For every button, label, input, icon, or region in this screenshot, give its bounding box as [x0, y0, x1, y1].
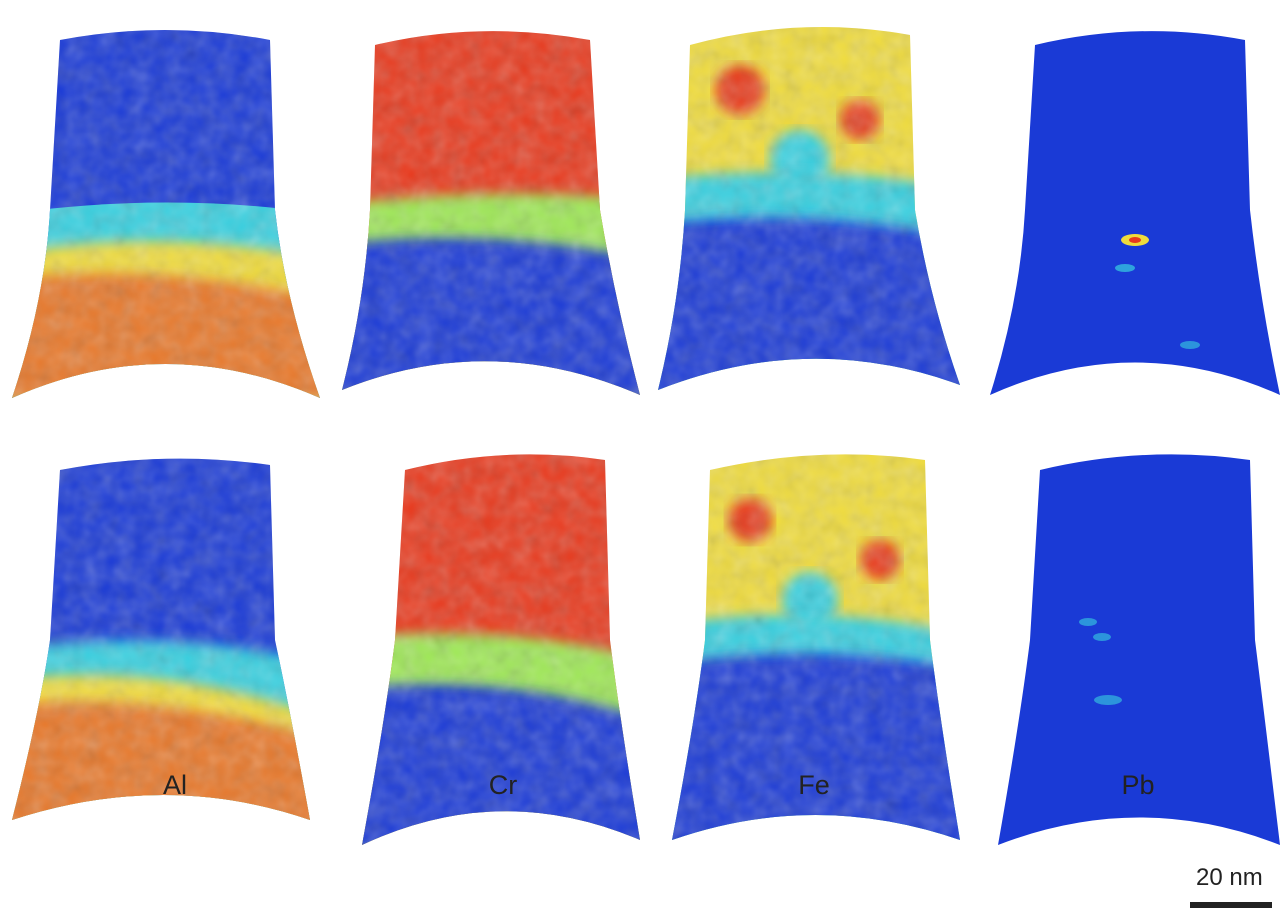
- map-cr-row1: [342, 31, 640, 395]
- map-pb-row1: [990, 31, 1280, 395]
- label-fe: Fe: [798, 770, 830, 800]
- scale-bar: [1190, 902, 1272, 908]
- map-al-row1: [12, 30, 320, 398]
- map-al-row2: [12, 458, 310, 820]
- scale-bar-label: 20 nm: [1196, 864, 1263, 891]
- label-al: Al: [162, 770, 187, 800]
- label-cr: Cr: [488, 770, 518, 800]
- map-fe-row1: [658, 27, 960, 390]
- map-pb-row2: [998, 454, 1280, 845]
- map-cr-row2: [362, 454, 640, 845]
- map-fe-row2: [672, 454, 960, 840]
- label-pb: Pb: [1121, 770, 1155, 800]
